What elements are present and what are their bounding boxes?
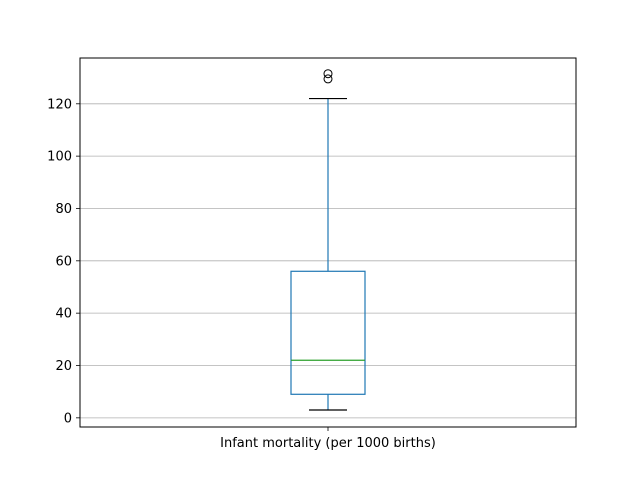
y-tick-label: 60: [55, 254, 72, 269]
y-tick-label: 100: [47, 150, 72, 165]
y-tick-label: 40: [55, 307, 72, 322]
y-tick-label: 0: [64, 411, 72, 426]
x-tick-label: Infant mortality (per 1000 births): [220, 436, 436, 451]
y-tick-label: 80: [55, 202, 72, 217]
outlier-point: [323, 74, 333, 84]
y-tick-label: 120: [47, 97, 72, 112]
y-tick-label: 20: [55, 359, 72, 374]
box-plot-series: [290, 69, 366, 411]
outlier-point: [323, 69, 333, 79]
interquartile-box: [290, 270, 366, 395]
x-axis-ticks: Infant mortality (per 1000 births): [220, 427, 436, 451]
y-axis-ticks: 0 20 40 60 80 100 120: [47, 97, 80, 426]
